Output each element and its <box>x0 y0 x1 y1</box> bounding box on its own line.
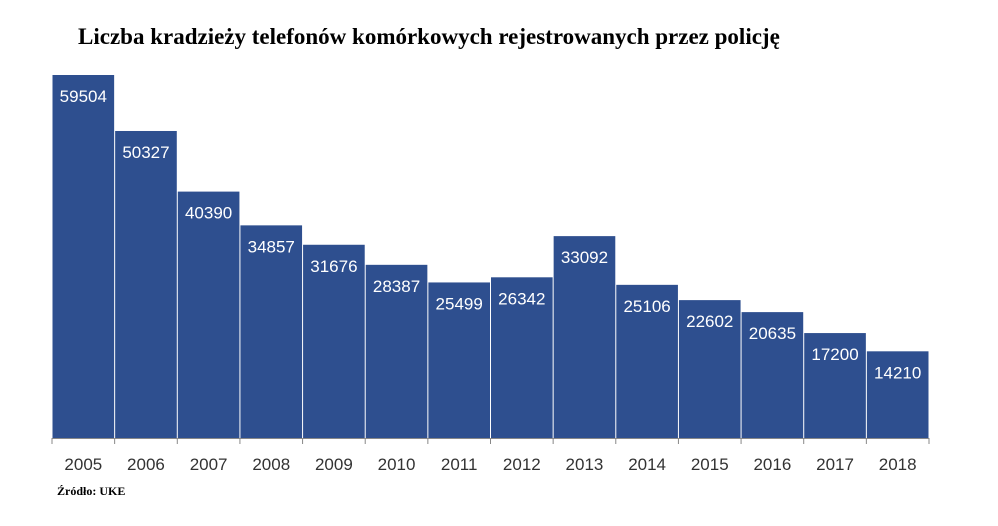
bar-2016 <box>741 312 804 438</box>
x-tick-label-2008: 2008 <box>252 455 290 474</box>
x-tick-label-2007: 2007 <box>190 455 228 474</box>
data-label-2012: 26342 <box>498 289 545 308</box>
data-label-2009: 31676 <box>310 257 357 276</box>
x-tick-label-2016: 2016 <box>753 455 791 474</box>
data-label-2017: 17200 <box>811 345 858 364</box>
data-label-2007: 40390 <box>185 204 232 223</box>
data-label-2011: 25499 <box>436 294 483 313</box>
data-label-2010: 28387 <box>373 277 420 296</box>
bars-group: 59504 50327 40390 34857 31676 28387 25499 26342… <box>52 75 929 438</box>
x-axis-ticks: 2005 2006 2007 2008 2009 2010 2011 2012 2013 2014… <box>51 438 930 474</box>
data-label-2005: 59504 <box>60 87 107 106</box>
bar-2010 <box>365 264 428 438</box>
bar-2012 <box>491 277 553 438</box>
x-tick-label-2017: 2017 <box>816 455 854 474</box>
data-label-2014: 25106 <box>623 297 670 316</box>
bar-2011 <box>428 282 490 438</box>
source-note: Źródło: UKE <box>57 484 125 498</box>
data-label-2008: 34857 <box>248 237 295 256</box>
data-label-2006: 50327 <box>122 143 169 162</box>
bar-2014 <box>616 284 678 438</box>
bar-2005 <box>52 75 115 438</box>
bar-2017 <box>804 333 866 438</box>
x-tick-label-2006: 2006 <box>127 455 165 474</box>
data-label-2015: 22602 <box>686 312 733 331</box>
x-tick-label-2012: 2012 <box>503 455 541 474</box>
chart-title: Liczba kradzieży telefonów komórkowych r… <box>78 24 780 49</box>
x-tick-label-2010: 2010 <box>378 455 416 474</box>
bar-2009 <box>303 244 365 438</box>
x-tick-label-2005: 2005 <box>64 455 102 474</box>
data-label-2018: 14210 <box>874 363 921 382</box>
x-tick-label-2009: 2009 <box>315 455 353 474</box>
bar-2013 <box>553 236 616 438</box>
bar-2007 <box>177 191 240 438</box>
x-tick-label-2014: 2014 <box>628 455 666 474</box>
x-tick-label-2015: 2015 <box>691 455 729 474</box>
bar-2008 <box>240 225 303 438</box>
bar-2006 <box>115 130 177 438</box>
x-tick-label-2011: 2011 <box>441 455 478 474</box>
bar-2018 <box>866 351 929 438</box>
x-tick-label-2018: 2018 <box>879 455 917 474</box>
data-label-2016: 20635 <box>749 324 796 343</box>
data-label-2013: 33092 <box>561 248 608 267</box>
bar-2015 <box>678 300 741 438</box>
x-tick-label-2013: 2013 <box>566 455 604 474</box>
